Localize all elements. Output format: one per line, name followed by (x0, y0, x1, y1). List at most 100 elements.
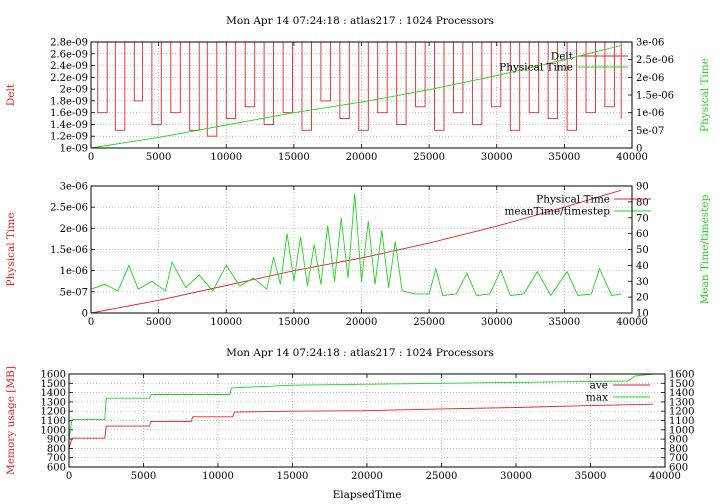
x-tick-label: 25000 (413, 317, 445, 328)
legend-label: meanTime/timestep (504, 206, 610, 218)
x-tick-label: 35000 (575, 471, 607, 482)
x-tick-label: 40000 (616, 152, 648, 163)
y2-tick-label: 0 (636, 144, 642, 155)
y2-tick-label: 1000 (669, 425, 694, 436)
y-tick-label: 1000 (41, 425, 66, 436)
y-axis-label: Physical Time (5, 213, 17, 287)
y2-axis-label: Mean Time/timestep (699, 194, 711, 304)
y2-tick-label: 1e-06 (636, 108, 664, 119)
x-tick-label: 15000 (278, 152, 310, 163)
y-tick-label: 800 (47, 444, 66, 455)
y-tick-label: 1.6e-09 (50, 108, 88, 119)
x-tick-label: 5000 (131, 471, 156, 482)
series-line-max (68, 373, 654, 440)
x-tick-label: 5000 (146, 152, 171, 163)
plot-frame (90, 185, 633, 314)
plot-frame (68, 373, 666, 468)
y-tick-label: 1.2e-09 (50, 132, 88, 143)
x-tick-label: 15000 (277, 471, 309, 482)
x-axis-label: ElapsedTime (333, 489, 402, 501)
x-tick-label: 20000 (346, 152, 378, 163)
y2-axis-label: Physical Time (699, 58, 711, 132)
chart-physical-time-mean-time: 0 5000 10000 15000 20000 25000 30000 35000 40000… (5, 182, 711, 329)
x-tick-label: 5000 (146, 317, 171, 328)
y-tick-label: 2.6e-09 (50, 49, 88, 60)
y2-tick-label: 80 (636, 197, 649, 208)
y-tick-label: 900 (47, 435, 66, 446)
y2-tick-label: 10 (636, 309, 649, 320)
series-line-physical-time (90, 45, 622, 149)
x-tick-label: 10000 (202, 471, 234, 482)
y2-tick-label: 2e-06 (636, 73, 664, 84)
x-tick-label: 0 (88, 317, 94, 328)
y-tick-label: 2.4e-09 (50, 61, 88, 72)
y-tick-label: 2e-09 (60, 85, 88, 96)
y2-tick-label: 1400 (669, 388, 694, 399)
y-tick-label: 0 (82, 309, 88, 320)
y-axis-label: Delt (5, 83, 17, 106)
y2-tick-label: 3e-06 (636, 38, 664, 49)
x-tick-label: 20000 (351, 471, 383, 482)
y2-tick-label: 90 (636, 182, 649, 193)
series-line-ave (68, 403, 654, 449)
y-tick-label: 2.8e-09 (50, 38, 88, 49)
y-tick-label: 5e-07 (60, 287, 88, 298)
y-tick-label: 1.8e-09 (50, 96, 88, 107)
x-tick-label: 40000 (649, 471, 681, 482)
x-tick-label: 15000 (278, 317, 310, 328)
y2-tick-label: 800 (669, 444, 688, 455)
y2-tick-label: 5e-07 (636, 126, 664, 137)
chart-memory-usage: 0 5000 10000 15000 20000 25000 30000 35000 40000… (5, 347, 694, 501)
y2-tick-label: 30 (636, 277, 649, 288)
y2-tick-label: 1500 (669, 379, 694, 390)
y-tick-label: 2e-06 (60, 224, 88, 235)
chart-title: Mon Apr 14 07:24:18 : atlas217 : 1024 Pr… (226, 347, 494, 359)
y-tick-label: 1600 (41, 370, 66, 381)
x-tick-label: 20000 (346, 317, 378, 328)
y-tick-label: 3e-06 (60, 182, 88, 193)
y2-tick-label: 1600 (669, 370, 694, 381)
y-tick-label: 1.5e-06 (50, 245, 88, 256)
y2-tick-label: 1200 (669, 407, 694, 418)
y2-tick-label: 1.5e-06 (636, 91, 674, 102)
y2-tick-label: 900 (669, 435, 688, 446)
legend-label: Delt (551, 51, 574, 63)
legend-label: Physical Time (536, 194, 610, 206)
y2-tick-label: 50 (636, 245, 649, 256)
y2-tick-label: 600 (669, 463, 688, 474)
y-tick-label: 1500 (41, 379, 66, 390)
legend-label: max (586, 392, 608, 404)
x-tick-label: 35000 (548, 152, 580, 163)
y-tick-label: 1300 (41, 397, 66, 408)
x-tick-label: 30000 (500, 471, 532, 482)
x-tick-label: 25000 (426, 471, 458, 482)
chart-title: Mon Apr 14 07:24:18 : atlas217 : 1024 Pr… (226, 15, 494, 27)
x-tick-label: 30000 (481, 317, 513, 328)
series-line-meantime-timestep (90, 193, 622, 297)
legend-label: Physical Time (499, 62, 573, 74)
x-tick-label: 25000 (413, 152, 445, 163)
x-tick-label: 35000 (548, 317, 580, 328)
plot-frame (90, 41, 633, 149)
y-tick-label: 1100 (41, 416, 66, 427)
y-tick-label: 1e-09 (60, 144, 88, 155)
y2-tick-label: 70 (636, 213, 649, 224)
y-tick-label: 1200 (41, 407, 66, 418)
y-tick-label: 700 (47, 453, 66, 464)
y2-tick-label: 1300 (669, 397, 694, 408)
x-tick-label: 40000 (616, 317, 648, 328)
legend-label: ave (590, 380, 608, 392)
y-tick-label: 1400 (41, 388, 66, 399)
y-axis-label: Memory usage [MB] (5, 366, 17, 475)
x-tick-label: 10000 (210, 152, 242, 163)
y2-tick-label: 700 (669, 453, 688, 464)
y-tick-label: 1.4e-09 (50, 120, 88, 131)
y2-tick-label: 40 (636, 261, 649, 272)
x-tick-label: 10000 (210, 317, 242, 328)
x-tick-label: 30000 (481, 152, 513, 163)
y-tick-label: 2.2e-09 (50, 73, 88, 84)
y2-tick-label: 60 (636, 229, 649, 240)
y-tick-label: 2.5e-06 (50, 203, 88, 214)
y2-tick-label: 20 (636, 293, 649, 304)
